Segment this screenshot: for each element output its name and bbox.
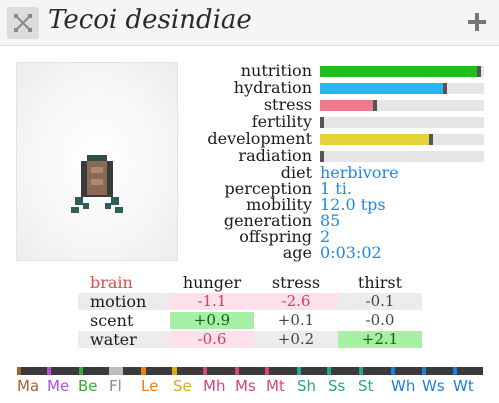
resource-strip-segment: [109, 367, 123, 375]
creature-sprite: [71, 155, 123, 213]
matrix-cell: +2.1: [338, 331, 422, 348]
radiation-bar-cap: [320, 151, 324, 162]
matrix-cell: -0.0: [365, 311, 395, 329]
resource-wh: Wh: [391, 377, 416, 395]
resource-wt: Wt: [453, 377, 474, 395]
column-header-thirst: thirst: [357, 273, 403, 292]
stress-label: stress: [263, 95, 312, 114]
matrix-cell: -0.6: [170, 331, 254, 348]
stress-bar: [320, 100, 484, 111]
matrix-cell: +0.1: [277, 311, 315, 329]
nutrition-bar-cap: [477, 66, 481, 77]
offspring-label: offspring: [239, 227, 312, 246]
resource-strip-segment: [203, 367, 207, 375]
window-header: Tecoi desindiae: [0, 0, 499, 46]
brain-title: brain: [90, 273, 133, 292]
fertility-bar-cap: [320, 117, 324, 128]
resource-strip-segment: [422, 367, 426, 375]
resource-strip-segment: [17, 367, 21, 375]
matrix-row-scent: scent +0.9 +0.1 -0.0: [78, 311, 422, 330]
hydration-label: hydration: [233, 78, 312, 97]
resource-sh: Sh: [297, 377, 317, 395]
matrix-row-motion: motion -1.1 -2.6 -0.1: [78, 292, 422, 311]
row-label: water: [90, 330, 137, 349]
resource-strip-segment: [141, 367, 146, 375]
matrix-cell: -1.1: [170, 293, 254, 310]
resource-strip-segment: [172, 367, 177, 375]
resource-st: St: [358, 377, 374, 395]
resource-strip-segment: [265, 367, 269, 375]
resource-ss: Ss: [328, 377, 346, 395]
stress-bar-fill: [320, 100, 373, 111]
nutrition-label: nutrition: [240, 61, 312, 80]
age-value: 0:03:02: [320, 243, 382, 262]
matrix-cell: -2.6: [254, 293, 338, 310]
resource-ms: Ms: [235, 377, 256, 395]
resource-strip-segment: [391, 367, 395, 375]
creature-portrait: [16, 62, 178, 261]
radiation-label: radiation: [238, 146, 312, 165]
resource-le: Le: [141, 377, 159, 395]
mobility-value: 12.0 tps: [320, 195, 386, 214]
stress-bar-cap: [373, 100, 377, 111]
perception-value: 1 ti.: [320, 179, 352, 198]
resource-strip: [17, 367, 483, 375]
creature-name: Tecoi desindiae: [48, 5, 252, 35]
development-bar-fill: [320, 134, 429, 145]
resource-strip-segment: [235, 367, 239, 375]
resource-mt: Mt: [266, 377, 285, 395]
hydration-bar-cap: [443, 83, 447, 94]
resource-strip-segment: [79, 367, 83, 375]
nutrition-bar: [320, 66, 484, 77]
hydration-bar-fill: [320, 83, 443, 94]
resource-strip-segment: [47, 367, 51, 375]
add-button[interactable]: [466, 11, 488, 33]
generation-label: generation: [223, 211, 312, 230]
matrix-row-water: water -0.6 +0.2 +2.1: [78, 330, 422, 349]
matrix-cell: +0.9: [170, 312, 254, 329]
resource-strip-segment: [453, 367, 457, 375]
resource-strip-segment: [327, 367, 331, 375]
development-bar-cap: [429, 134, 433, 145]
hydration-bar: [320, 83, 484, 94]
resource-strip-segment: [359, 367, 363, 375]
perception-label: perception: [224, 179, 312, 198]
age-label: age: [282, 243, 312, 262]
fertility-bar: [320, 117, 484, 128]
offspring-value: 2: [320, 227, 331, 246]
nutrition-bar-fill: [320, 66, 477, 77]
resource-me: Me: [47, 377, 70, 395]
development-label: development: [207, 129, 312, 148]
resource-ws: Ws: [422, 377, 445, 395]
close-icon: [14, 14, 32, 32]
fertility-label: fertility: [251, 112, 312, 131]
mobility-label: mobility: [246, 195, 312, 214]
close-button[interactable]: [7, 7, 39, 39]
diet-value: herbivore: [320, 163, 399, 182]
column-header-stress: stress: [271, 273, 321, 292]
radiation-bar: [320, 151, 484, 162]
resource-be: Be: [78, 377, 98, 395]
column-header-hunger: hunger: [182, 273, 242, 292]
resource-legend: Ma Me Be Fl Le Se Mh Ms Mt Sh Ss St Wh Ws Wt: [0, 377, 499, 399]
resource-fl: Fl: [109, 377, 122, 395]
plus-icon: [468, 13, 486, 31]
generation-value: 85: [320, 211, 341, 230]
resource-se: Se: [173, 377, 192, 395]
matrix-cell: +0.2: [277, 330, 315, 348]
development-bar: [320, 134, 484, 145]
resource-strip-segment: [297, 367, 301, 375]
row-label: motion: [90, 292, 147, 311]
diet-label: diet: [280, 163, 312, 182]
resource-ma: Ma: [17, 377, 40, 395]
resource-mh: Mh: [203, 377, 226, 395]
row-label: scent: [90, 311, 134, 330]
matrix-cell: -0.1: [365, 292, 395, 310]
